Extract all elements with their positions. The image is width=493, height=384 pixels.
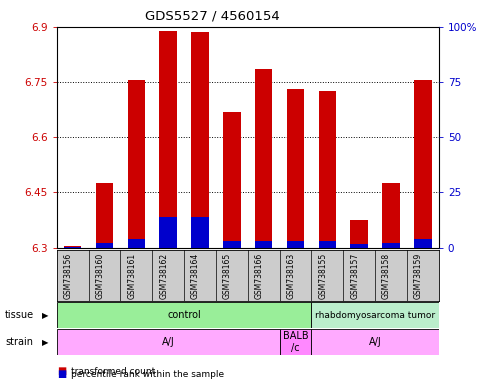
Bar bbox=[312, 302, 439, 328]
Bar bbox=[382, 243, 400, 248]
Bar bbox=[414, 80, 431, 248]
Bar bbox=[191, 32, 209, 248]
Text: GSM738166: GSM738166 bbox=[255, 253, 264, 299]
Bar bbox=[191, 217, 209, 248]
Bar bbox=[159, 217, 177, 248]
Bar bbox=[382, 183, 400, 248]
Bar bbox=[223, 241, 241, 248]
Bar bbox=[287, 241, 304, 248]
Text: GSM738165: GSM738165 bbox=[223, 253, 232, 299]
Bar bbox=[255, 69, 273, 248]
Bar bbox=[159, 217, 177, 248]
Bar bbox=[128, 80, 145, 248]
Text: rhabdomyosarcoma tumor: rhabdomyosarcoma tumor bbox=[315, 311, 435, 320]
Bar bbox=[287, 89, 304, 248]
Text: ■: ■ bbox=[57, 369, 66, 379]
Bar bbox=[191, 217, 209, 248]
Text: ▶: ▶ bbox=[42, 338, 48, 347]
Text: control: control bbox=[167, 310, 201, 320]
Bar bbox=[57, 302, 312, 328]
Bar bbox=[159, 31, 177, 248]
Text: A/J: A/J bbox=[369, 337, 382, 347]
Bar bbox=[223, 111, 241, 248]
Bar bbox=[351, 244, 368, 248]
Text: GSM738161: GSM738161 bbox=[127, 253, 136, 299]
Text: GSM738159: GSM738159 bbox=[414, 253, 423, 299]
Bar bbox=[351, 220, 368, 248]
Bar bbox=[414, 239, 431, 248]
Text: GSM738158: GSM738158 bbox=[382, 253, 391, 299]
Text: GDS5527 / 4560154: GDS5527 / 4560154 bbox=[144, 10, 280, 23]
Text: GSM738155: GSM738155 bbox=[318, 253, 327, 299]
Bar bbox=[64, 247, 81, 248]
Bar bbox=[57, 329, 280, 355]
Bar bbox=[287, 241, 304, 248]
Bar bbox=[96, 243, 113, 248]
Text: ▶: ▶ bbox=[42, 311, 48, 320]
Text: GSM738164: GSM738164 bbox=[191, 253, 200, 299]
Bar bbox=[382, 243, 400, 248]
Text: GSM738162: GSM738162 bbox=[159, 253, 168, 299]
Bar bbox=[223, 241, 241, 248]
Bar bbox=[414, 239, 431, 248]
Text: percentile rank within the sample: percentile rank within the sample bbox=[71, 370, 225, 379]
Text: ■: ■ bbox=[57, 366, 66, 376]
Text: GSM738160: GSM738160 bbox=[96, 253, 105, 299]
Bar bbox=[280, 329, 312, 355]
Text: transformed count: transformed count bbox=[71, 367, 156, 376]
Text: strain: strain bbox=[5, 337, 33, 347]
Bar bbox=[351, 244, 368, 248]
Text: GSM738156: GSM738156 bbox=[64, 253, 72, 299]
Bar bbox=[96, 183, 113, 248]
Bar bbox=[255, 241, 273, 248]
Text: BALB
/c: BALB /c bbox=[282, 331, 308, 353]
Bar bbox=[255, 241, 273, 248]
Text: GSM738157: GSM738157 bbox=[350, 253, 359, 299]
Bar bbox=[318, 241, 336, 248]
Text: tissue: tissue bbox=[5, 310, 34, 320]
Bar bbox=[128, 239, 145, 248]
Bar bbox=[64, 247, 81, 248]
Text: A/J: A/J bbox=[162, 337, 175, 347]
Bar bbox=[64, 246, 81, 248]
Bar bbox=[318, 241, 336, 248]
Bar bbox=[312, 329, 439, 355]
Bar bbox=[96, 243, 113, 248]
Bar bbox=[128, 239, 145, 248]
Bar bbox=[318, 91, 336, 248]
Text: GSM738163: GSM738163 bbox=[286, 253, 295, 299]
